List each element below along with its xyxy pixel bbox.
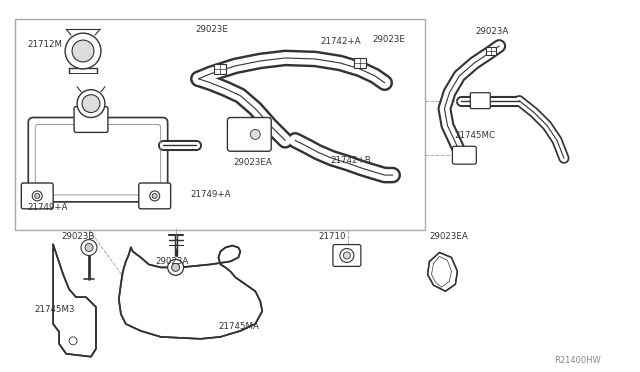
FancyBboxPatch shape: [452, 146, 476, 164]
Bar: [214, 64, 227, 74]
Circle shape: [35, 193, 40, 198]
Circle shape: [81, 240, 97, 256]
Circle shape: [32, 191, 42, 201]
FancyBboxPatch shape: [227, 118, 271, 151]
Circle shape: [152, 193, 157, 198]
Polygon shape: [53, 244, 96, 357]
Text: 29023E: 29023E: [196, 25, 228, 34]
Text: 21745MC: 21745MC: [454, 131, 495, 140]
Circle shape: [77, 90, 105, 118]
FancyBboxPatch shape: [333, 244, 361, 266]
Text: 21742+A: 21742+A: [320, 36, 360, 46]
FancyBboxPatch shape: [21, 183, 53, 209]
Text: 21742+B: 21742+B: [330, 156, 371, 165]
Text: 29023EA: 29023EA: [234, 158, 272, 167]
Text: 21710: 21710: [318, 232, 346, 241]
Circle shape: [69, 337, 77, 345]
Circle shape: [150, 191, 160, 201]
Circle shape: [72, 40, 94, 62]
Text: 21749+A: 21749+A: [28, 203, 68, 212]
Text: 29023A: 29023A: [476, 27, 509, 36]
FancyBboxPatch shape: [470, 93, 490, 109]
Bar: [15, 19, 424, 230]
FancyBboxPatch shape: [139, 183, 171, 209]
Text: 29023EA: 29023EA: [429, 232, 468, 241]
Bar: [486, 46, 496, 55]
Circle shape: [168, 259, 184, 275]
Circle shape: [172, 263, 180, 271]
Text: 21745M3: 21745M3: [35, 305, 75, 314]
Text: 21745MA: 21745MA: [218, 323, 259, 331]
Text: 29023E: 29023E: [372, 35, 406, 44]
FancyBboxPatch shape: [28, 118, 168, 202]
Circle shape: [245, 125, 265, 144]
Text: 29023B: 29023B: [61, 232, 95, 241]
Bar: [354, 58, 366, 68]
FancyBboxPatch shape: [74, 107, 108, 132]
Text: 29023A: 29023A: [156, 257, 189, 266]
Text: 21712M: 21712M: [28, 39, 62, 49]
Polygon shape: [119, 246, 262, 339]
Circle shape: [85, 244, 93, 251]
Circle shape: [82, 95, 100, 113]
Text: R21400HW: R21400HW: [554, 356, 601, 365]
Circle shape: [344, 252, 350, 259]
Polygon shape: [428, 253, 458, 291]
Text: 21749+A: 21749+A: [191, 190, 231, 199]
Circle shape: [65, 33, 101, 69]
Circle shape: [250, 129, 260, 140]
Circle shape: [340, 248, 354, 262]
